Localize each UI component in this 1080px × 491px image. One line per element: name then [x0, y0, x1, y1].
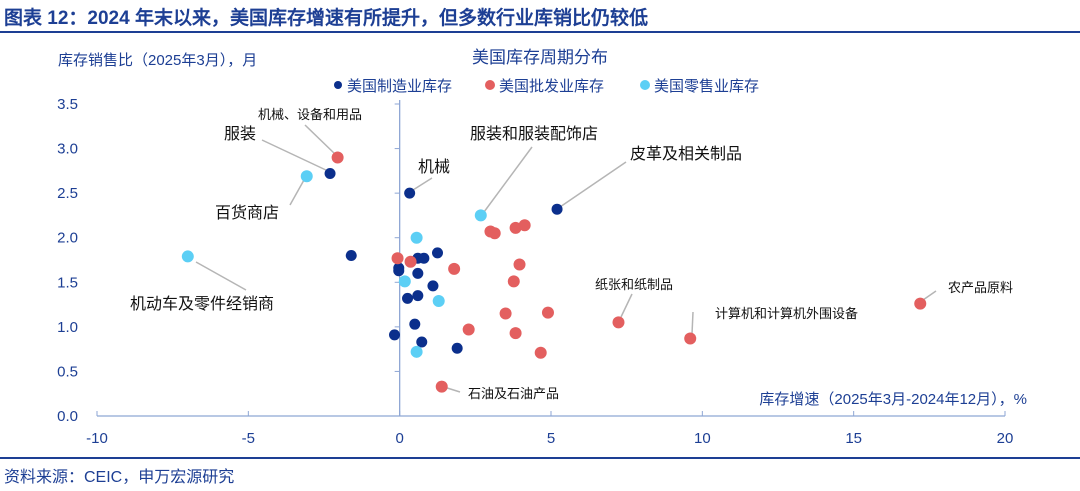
data-point-wholesale — [331, 151, 344, 164]
annotation-label: 纸张和纸制品 — [595, 277, 673, 292]
legend: 美国制造业库存 美国批发业库存 美国零售业库存 — [334, 78, 759, 95]
source-note: 资料来源：CEIC，申万宏源研究 — [4, 469, 235, 486]
annotation-leader — [289, 179, 305, 206]
data-point-manufacturing — [409, 318, 421, 330]
annotation-label: 服装 — [224, 125, 256, 143]
annotation-label: 石油及石油产品 — [468, 386, 559, 401]
data-point-manufacturing — [345, 250, 357, 262]
legend-label: 美国批发业库存 — [499, 78, 604, 95]
legend-marker — [640, 80, 650, 90]
data-point-wholesale — [534, 346, 547, 359]
data-point-wholesale — [509, 327, 522, 340]
legend-label: 美国制造业库存 — [347, 78, 452, 95]
y-tick-label: 0.0 — [57, 408, 78, 425]
annotation-label: 机动车及零件经销商 — [130, 295, 274, 313]
data-point-manufacturing — [404, 187, 416, 199]
legend-marker — [334, 81, 342, 89]
y-tick-label: 2.0 — [57, 230, 78, 247]
x-tick-label: -10 — [86, 430, 108, 447]
data-point-wholesale — [462, 323, 475, 336]
data-point-retail — [398, 275, 411, 288]
annotation-label: 机械、设备和用品 — [258, 107, 362, 122]
source-rule — [0, 457, 1080, 459]
data-point-manufacturing — [393, 265, 405, 277]
x-tick-label: 20 — [997, 430, 1014, 447]
legend-marker — [485, 80, 495, 90]
y-tick-label: 3.0 — [57, 141, 78, 158]
data-point-wholesale — [507, 275, 520, 288]
data-point-manufacturing — [427, 280, 439, 292]
x-tick-label: 0 — [395, 430, 403, 447]
data-point-wholesale — [435, 380, 448, 393]
data-point-manufacturing — [432, 247, 443, 259]
annotation-leader — [922, 290, 937, 301]
annotation-label: 机械 — [418, 158, 450, 176]
y-tick-label: 3.5 — [57, 96, 78, 113]
x-tick-label: -5 — [242, 430, 255, 447]
data-point-wholesale — [612, 316, 625, 329]
data-point-manufacturing — [389, 329, 401, 341]
annotation-leader — [304, 124, 336, 155]
data-point-retail — [410, 231, 423, 244]
data-point-retail — [410, 345, 423, 358]
chart-title: 美国库存周期分布 — [472, 48, 608, 67]
data-point-manufacturing — [412, 290, 424, 302]
y-axis-label: 库存销售比（2025年3月），月 — [58, 52, 257, 69]
annotation-leader — [412, 177, 433, 191]
annotation-leader — [691, 311, 694, 335]
annotation-label: 皮革及相关制品 — [630, 145, 742, 163]
data-point-wholesale — [509, 221, 522, 234]
x-tick-label: 10 — [694, 430, 711, 447]
data-point-manufacturing — [324, 168, 336, 180]
data-point-retail — [432, 295, 445, 308]
data-point-wholesale — [488, 227, 501, 240]
data-point-wholesale — [914, 297, 927, 310]
data-point-manufacturing — [412, 267, 424, 279]
annotation-label: 计算机和计算机外围设备 — [715, 306, 858, 321]
annotation-leader — [620, 293, 633, 318]
legend-label: 美国零售业库存 — [654, 78, 759, 95]
data-point-manufacturing — [551, 203, 563, 215]
y-tick-label: 2.5 — [57, 185, 78, 202]
annotation-leader — [559, 161, 627, 208]
axes: -10 -5 0 5 10 15 20 0.0 0.5 1.0 1.5 2.0 2.5 3.0 3.5 — [57, 96, 1013, 447]
annotation-leader — [483, 146, 533, 213]
data-point-manufacturing — [451, 342, 463, 354]
x-tick-label: 15 — [845, 430, 862, 447]
data-point-wholesale — [448, 262, 461, 275]
data-point-wholesale — [499, 307, 512, 320]
data-point-wholesale — [513, 258, 526, 271]
y-tick-label: 1.0 — [57, 319, 78, 336]
annotation-label: 农产品原料 — [948, 280, 1013, 295]
x-tick-label: 5 — [547, 430, 555, 447]
y-tick-label: 1.5 — [57, 274, 78, 291]
data-point-wholesale — [541, 306, 554, 319]
annotation-leader — [195, 261, 247, 291]
data-point-manufacturing — [402, 292, 414, 304]
data-point-retail — [300, 170, 313, 183]
data-point-wholesale — [391, 252, 404, 265]
points — [181, 151, 927, 393]
y-tick-label: 0.5 — [57, 363, 78, 380]
figure-title: 图表 12：2024 年末以来，美国库存增速有所提升，但多数行业库销比仍较低 — [4, 8, 648, 29]
title-rule — [0, 31, 1080, 33]
annotation-leader — [261, 139, 329, 172]
x-axis-label: 库存增速（2025年3月-2024年12月），% — [759, 391, 1027, 408]
annotation-label: 服装和服装配饰店 — [470, 125, 598, 143]
data-point-wholesale — [404, 255, 417, 268]
data-point-wholesale — [518, 219, 531, 232]
data-point-manufacturing — [418, 252, 430, 264]
data-point-retail — [181, 250, 194, 263]
data-point-manufacturing — [416, 336, 428, 348]
data-point-retail — [474, 209, 487, 222]
annotation-label: 百货商店 — [215, 204, 279, 222]
data-point-wholesale — [684, 332, 697, 345]
